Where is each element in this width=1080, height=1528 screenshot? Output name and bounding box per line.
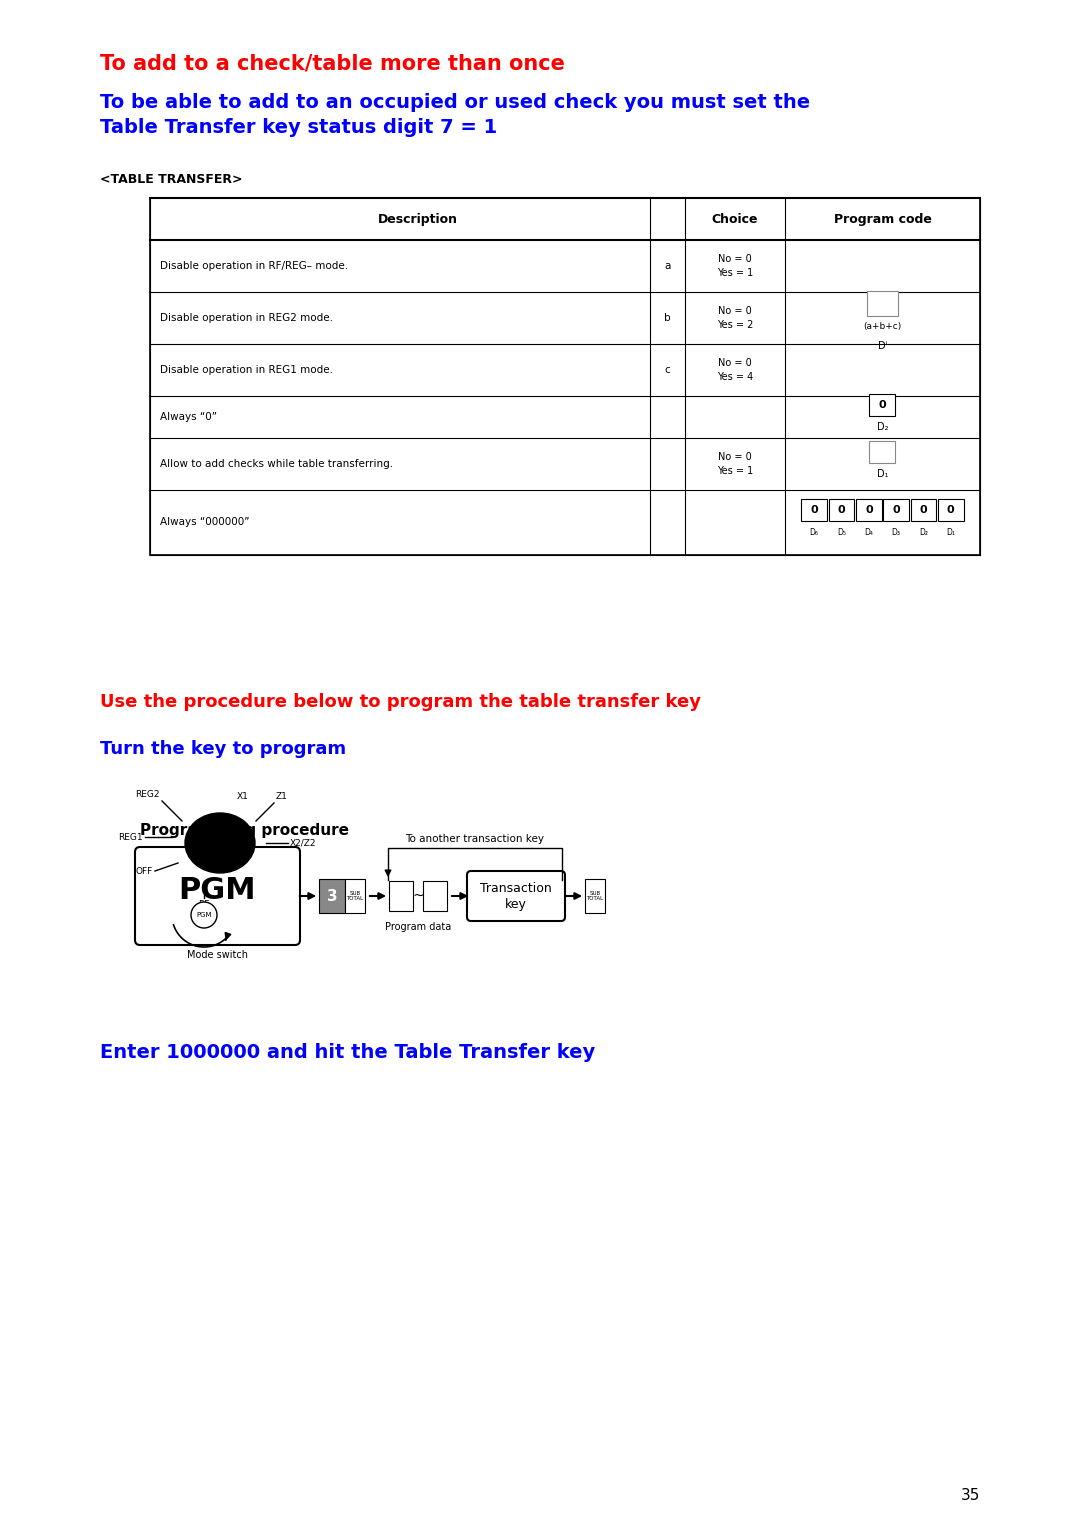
Text: No = 0
Yes = 4: No = 0 Yes = 4 <box>717 359 753 382</box>
FancyBboxPatch shape <box>869 394 895 416</box>
Text: Choice: Choice <box>712 212 758 226</box>
Text: To be able to add to an occupied or used check you must set the
Table Transfer k: To be able to add to an occupied or used… <box>100 93 810 138</box>
Text: Disable operation in RF/REG– mode.: Disable operation in RF/REG– mode. <box>160 261 348 270</box>
Text: X2/Z2: X2/Z2 <box>291 839 316 848</box>
Text: D₅: D₅ <box>837 529 846 536</box>
Text: Z1: Z1 <box>276 792 288 801</box>
FancyBboxPatch shape <box>467 871 565 921</box>
Text: D₂: D₂ <box>919 529 928 536</box>
FancyBboxPatch shape <box>869 442 895 463</box>
Text: SUB
TOTAL: SUB TOTAL <box>347 891 364 902</box>
Text: PGM: PGM <box>197 912 212 918</box>
Text: (a+b+c): (a+b+c) <box>863 321 902 330</box>
FancyBboxPatch shape <box>867 290 897 316</box>
Text: Program data: Program data <box>384 921 451 932</box>
Text: 0: 0 <box>892 506 900 515</box>
Text: No = 0
Yes = 2: No = 0 Yes = 2 <box>717 307 753 330</box>
FancyBboxPatch shape <box>883 500 909 521</box>
Text: D₆: D₆ <box>810 529 819 536</box>
Text: 0: 0 <box>810 506 818 515</box>
Text: No = 0
Yes = 1: No = 0 Yes = 1 <box>717 254 753 278</box>
Text: Always “0”: Always “0” <box>160 413 217 422</box>
Text: 0: 0 <box>920 506 928 515</box>
Text: D₂: D₂ <box>877 422 888 432</box>
Text: Programming procedure: Programming procedure <box>140 824 349 837</box>
Text: SUB
TOTAL: SUB TOTAL <box>586 891 604 902</box>
Text: Allow to add checks while table transferring.: Allow to add checks while table transfer… <box>160 458 393 469</box>
Text: Always “000000”: Always “000000” <box>160 518 249 527</box>
FancyBboxPatch shape <box>135 847 300 944</box>
FancyBboxPatch shape <box>389 882 413 911</box>
Text: RF: RF <box>199 900 210 909</box>
Text: Disable operation in REG2 mode.: Disable operation in REG2 mode. <box>160 313 333 322</box>
Text: 0: 0 <box>865 506 873 515</box>
Text: REG1: REG1 <box>119 833 143 842</box>
Text: 0: 0 <box>838 506 846 515</box>
Text: <TABLE TRANSFER>: <TABLE TRANSFER> <box>100 173 243 186</box>
FancyBboxPatch shape <box>939 500 963 521</box>
Bar <box>150 199 980 555</box>
Text: D₁: D₁ <box>946 529 955 536</box>
FancyBboxPatch shape <box>423 882 447 911</box>
FancyBboxPatch shape <box>345 879 365 914</box>
Text: ~: ~ <box>413 889 423 903</box>
Text: 0: 0 <box>947 506 955 515</box>
Text: Transaction
key: Transaction key <box>481 882 552 911</box>
Text: Turn the key to program: Turn the key to program <box>100 740 346 758</box>
Text: a: a <box>664 261 671 270</box>
FancyBboxPatch shape <box>828 500 854 521</box>
Text: Program code: Program code <box>834 212 931 226</box>
FancyBboxPatch shape <box>585 879 605 914</box>
Text: To another transaction key: To another transaction key <box>405 834 544 843</box>
Text: 35: 35 <box>960 1488 980 1504</box>
Text: 3: 3 <box>326 888 337 903</box>
Text: No = 0
Yes = 1: No = 0 Yes = 1 <box>717 452 753 475</box>
Text: c: c <box>664 365 671 374</box>
Text: REG2: REG2 <box>135 790 160 799</box>
Circle shape <box>191 902 217 927</box>
FancyBboxPatch shape <box>910 500 936 521</box>
Text: To add to a check/table more than once: To add to a check/table more than once <box>100 53 565 73</box>
Text: OFF: OFF <box>136 866 153 876</box>
Text: Enter 1000000 and hit the Table Transfer key: Enter 1000000 and hit the Table Transfer… <box>100 1044 595 1062</box>
Text: D₄: D₄ <box>864 529 874 536</box>
Text: D₁: D₁ <box>877 469 888 478</box>
Text: Use the procedure below to program the table transfer key: Use the procedure below to program the t… <box>100 694 701 711</box>
FancyBboxPatch shape <box>801 500 827 521</box>
Text: D₃: D₃ <box>892 529 901 536</box>
Text: b: b <box>664 313 671 322</box>
FancyBboxPatch shape <box>856 500 881 521</box>
Text: Disable operation in REG1 mode.: Disable operation in REG1 mode. <box>160 365 333 374</box>
FancyBboxPatch shape <box>319 879 345 914</box>
Text: Description: Description <box>378 212 458 226</box>
Ellipse shape <box>185 813 255 872</box>
Text: X1: X1 <box>237 792 248 801</box>
Text: PGM: PGM <box>178 876 256 905</box>
Text: Dⁱ: Dⁱ <box>878 341 888 351</box>
Text: Mode switch: Mode switch <box>187 950 248 960</box>
Text: 0: 0 <box>879 400 887 410</box>
